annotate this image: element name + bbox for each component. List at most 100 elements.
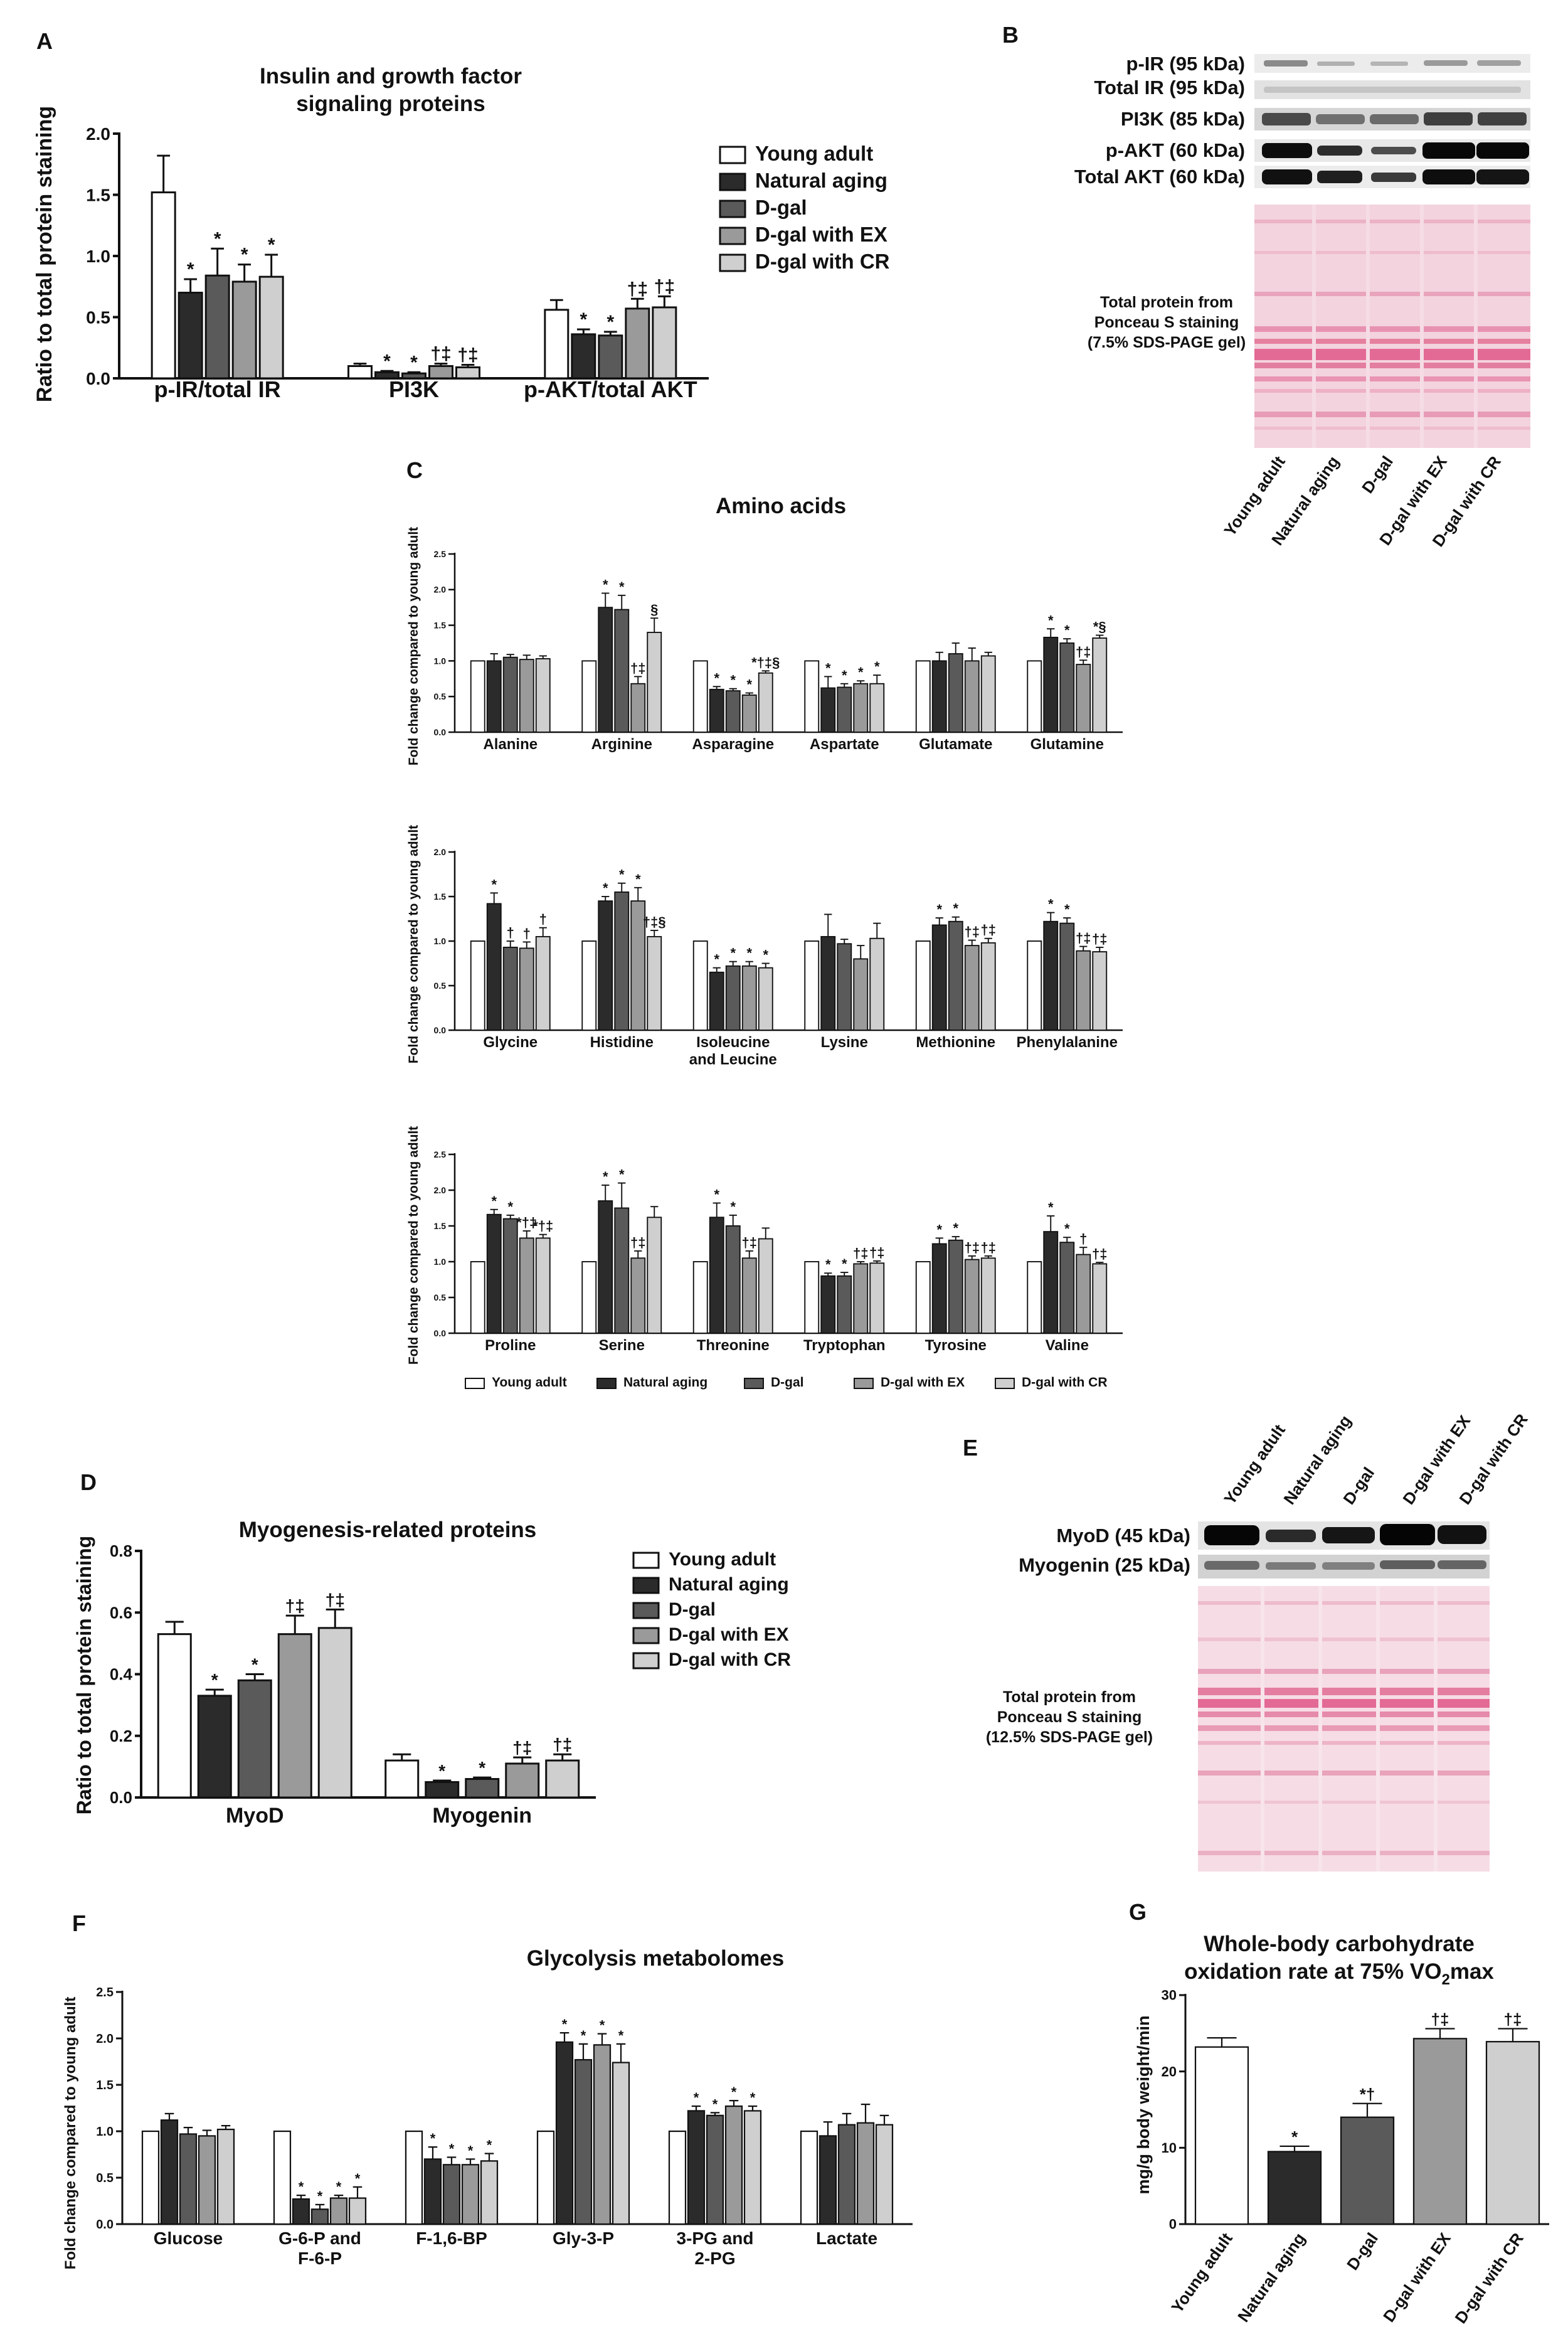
bar-c2-methionine-d-gal-with-cr <box>980 942 996 1031</box>
significance-mark-f: * <box>600 2018 605 2033</box>
significance-mark-f: * <box>731 2084 737 2100</box>
category-label-f-1-6-bp: F-1,6-BP <box>416 2228 487 2248</box>
legend-label-natural-aging: Natural aging <box>623 1375 707 1390</box>
category-label-pi3k: PI3K <box>389 376 439 402</box>
y-tick-label-c1: 2.0 <box>434 585 447 595</box>
bar-f-3-pg-and-2-pg-d-gal-with-ex <box>724 2105 743 2225</box>
legend-label-d-gal-with-ex: D-gal with EX <box>628 2324 733 2327</box>
category-label-glutamate: Glutamate <box>919 736 992 753</box>
bar-a-p-akt-total-akt-d-gal-with-cr <box>652 306 677 380</box>
panel-letter-a: A <box>36 28 53 54</box>
bar-c1-glutamate-d-gal-with-cr <box>980 655 996 733</box>
y-tick-label-c2: 2.0 <box>434 847 447 857</box>
significance-mark-c3: * <box>936 1222 942 1237</box>
bar-c3-valine-d-gal-with-cr <box>1092 1263 1108 1334</box>
bar-f-gly-3-p-d-gal-with-cr <box>612 2062 630 2225</box>
bar-f-g-6-p-and-f-6-p-d-gal <box>310 2208 329 2225</box>
significance-mark-f: * <box>694 2090 699 2106</box>
y-tick-label-f: 1.0 <box>96 2125 114 2139</box>
amino-acids-chart-3: 0.00.51.01.52.02.5* **†‡*†‡Proline* *†‡Ser… <box>434 1149 1123 1354</box>
legend-label-young-adult: Young adult <box>669 1549 776 1570</box>
bar-c3-serine-natural-aging <box>598 1200 613 1334</box>
y-tick-label-c3: 1.0 <box>434 1257 447 1267</box>
category-label-serine: Serine <box>599 1337 645 1354</box>
y-tick-label-a: 2.0 <box>86 124 110 144</box>
bar-d-myogenin-d-gal-with-ex <box>505 1762 540 1799</box>
bar-c1-glutamate-young-adult <box>915 660 931 733</box>
bar-c3-proline-d-gal-with-cr <box>535 1237 551 1334</box>
legend-label-d-gal-with-ex: D-gal with EX <box>881 1375 965 1390</box>
bar-f-g-6-p-and-f-6-p-d-gal-with-cr <box>348 2197 367 2225</box>
significance-mark-a: * <box>241 245 248 265</box>
bar-a-p-ir-total-ir-young-adult <box>151 191 176 380</box>
y-tick-label-a: 0.5 <box>86 307 110 327</box>
bar-c2-methionine-d-gal <box>948 920 963 1031</box>
bar-f-g-6-p-and-f-6-p-natural-aging <box>292 2198 310 2225</box>
bar-f-lactate-d-gal-with-cr <box>875 2124 894 2225</box>
panel-d-ylabel: Ratio to total protein staining <box>73 1536 95 1814</box>
significance-mark-f: * <box>355 2171 361 2186</box>
bar-c2-methionine-d-gal-with-ex <box>964 945 980 1031</box>
bar-f-f-1-6-bp-natural-aging <box>423 2158 442 2225</box>
category-label-glutamine: Glutamine <box>1030 736 1104 753</box>
y-tick-label-g: 30 <box>1162 1988 1177 2003</box>
bar-c1-asparagine-d-gal-with-cr <box>758 672 773 733</box>
significance-mark-c1: *†‡§ <box>751 654 780 670</box>
bar-c2-phenylalanine-d-gal-with-cr <box>1092 951 1108 1031</box>
y-tick-label-d: 0.8 <box>110 1542 132 1560</box>
significance-mark-d: * <box>211 1670 218 1690</box>
blot-label-myod: MyoD (45 kDa) <box>1056 1525 1190 1547</box>
panel-c2-ylabel: Fold change compared to young adult <box>406 825 421 1063</box>
bar-a-p-akt-total-akt-d-gal-with-ex <box>625 307 650 380</box>
panel-c-title: Amino acids <box>716 494 846 518</box>
significance-mark-c3: * <box>1064 1221 1070 1237</box>
category-label-isoleucine-and-leucine: Isoleucine <box>696 1034 770 1051</box>
significance-mark-c2: * <box>714 952 719 967</box>
bar-c3-serine-d-gal-with-ex <box>630 1257 646 1334</box>
significance-mark-c3: * <box>714 1187 719 1203</box>
bar-c1-glutamine-d-gal-with-ex <box>1076 664 1091 733</box>
significance-mark-d: †‡ <box>285 1596 305 1616</box>
bar-c1-aspartate-d-gal-with-cr <box>869 683 885 733</box>
bar-c2-lysine-d-gal <box>837 943 852 1031</box>
legend-swatch-d-gal-with-cr <box>995 1378 1015 1389</box>
bar-c2-phenylalanine-d-gal <box>1059 922 1075 1031</box>
y-tick-label-c2: 0.0 <box>434 1025 447 1035</box>
significance-mark-f: * <box>618 2028 624 2043</box>
significance-mark-c3: * <box>1048 1200 1054 1215</box>
significance-mark-a: * <box>580 309 587 330</box>
bar-a-pi3k-d-gal-with-cr <box>455 366 480 380</box>
bar-c2-histidine-d-gal-with-cr <box>647 935 662 1031</box>
significance-mark-a: †‡ <box>654 276 675 297</box>
bar-f-3-pg-and-2-pg-d-gal <box>706 2114 724 2225</box>
ponceau-stain-gel-e <box>1198 1586 1490 1872</box>
bar-c1-alanine-d-gal <box>502 656 518 733</box>
ponceau-caption-b-line1: Total protein from <box>1100 294 1233 311</box>
blot-label-myogenin: Myogenin (25 kDa) <box>1019 1554 1190 1576</box>
bar-c2-glycine-d-gal-with-ex <box>519 947 534 1031</box>
bar-c1-arginine-young-adult <box>581 660 597 733</box>
bar-d-myod-d-gal-with-ex <box>277 1633 312 1799</box>
significance-mark-f: * <box>430 2131 436 2146</box>
blot-strip-total-ir <box>1254 80 1530 99</box>
y-tick-label-c1: 0.5 <box>434 691 447 701</box>
significance-mark-d: * <box>252 1655 258 1675</box>
ponceau-caption-e-line1: Total protein from <box>1003 1688 1136 1706</box>
legend-label-d-gal: D-gal <box>503 2324 544 2327</box>
bar-c1-glutamine-young-adult <box>1027 660 1042 733</box>
significance-mark-f: * <box>712 2096 718 2112</box>
legend-label-d-gal-with-cr: D-gal with CR <box>669 1649 791 1670</box>
bar-c1-aspartate-d-gal <box>837 686 852 733</box>
legend-swatch-d-gal-with-ex <box>854 1378 874 1389</box>
bar-d-myod-young-adult <box>157 1633 192 1799</box>
bar-c1-glutamine-d-gal <box>1059 642 1075 733</box>
y-tick-label-d: 0.2 <box>110 1727 132 1745</box>
significance-mark-c3: †‡ <box>1092 1246 1107 1262</box>
bar-a-p-ir-total-ir-d-gal-with-ex <box>231 280 257 380</box>
bar-d-myogenin-young-adult <box>384 1759 420 1799</box>
legend-panel-d: Young adult Natural aging D-gal D-gal with … <box>632 1549 791 1670</box>
significance-mark-c2: * <box>763 947 768 963</box>
significance-mark-c1: * <box>842 668 847 683</box>
bar-f-glucose-d-gal-with-cr <box>216 2128 235 2225</box>
